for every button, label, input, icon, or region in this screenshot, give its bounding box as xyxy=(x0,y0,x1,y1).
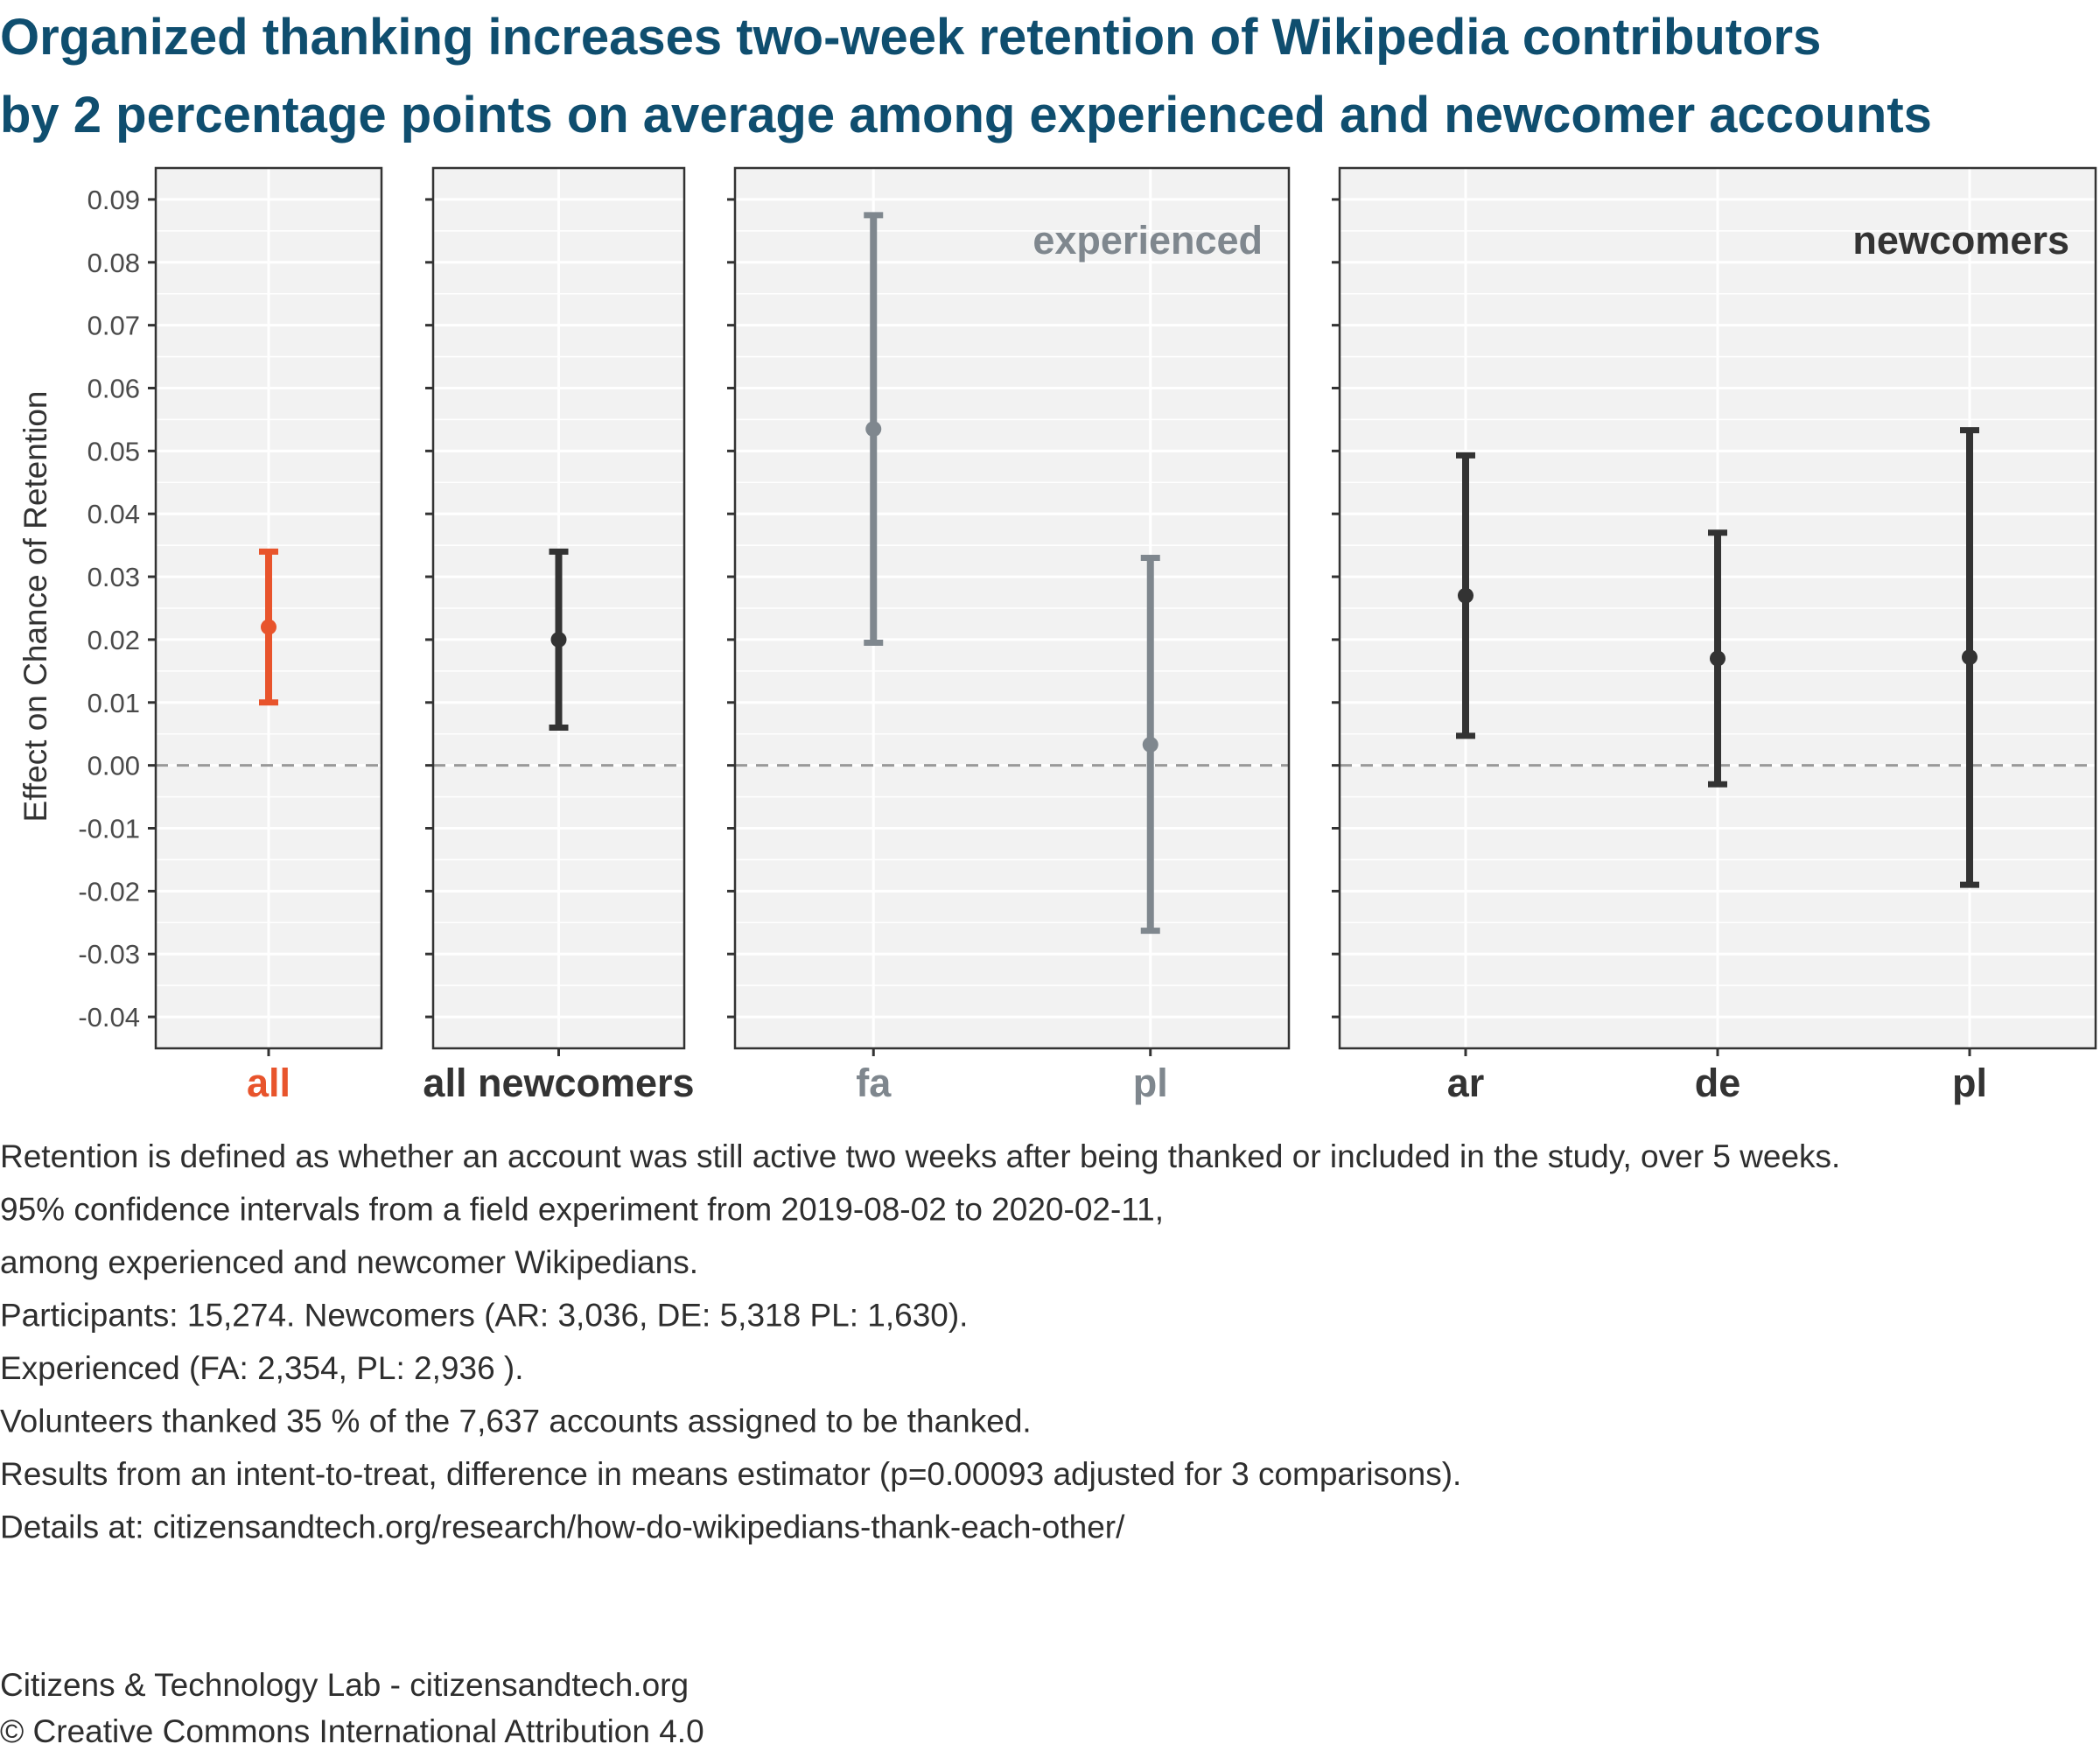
y-tick-label: 0.08 xyxy=(88,248,140,278)
x-category-label: ar xyxy=(1447,1061,1485,1105)
caption-line: Experienced (FA: 2,354, PL: 2,936 ). xyxy=(0,1350,524,1386)
x-category-label: de xyxy=(1695,1061,1741,1105)
errorbar-fa xyxy=(864,212,884,647)
panel-border xyxy=(1338,166,2097,1050)
footer-line: Citizens & Technology Lab - citizensandt… xyxy=(0,1667,689,1703)
panel-label: newcomers xyxy=(1852,218,2069,263)
chart-caption: Retention is defined as whether an accou… xyxy=(0,1138,1840,1545)
y-tick-label: -0.03 xyxy=(78,939,140,970)
caption-line: among experienced and newcomer Wikipedia… xyxy=(0,1244,698,1280)
panel: all newcomers xyxy=(423,166,695,1105)
y-tick-label: -0.02 xyxy=(78,876,140,907)
panel: newcomers ar de pl xyxy=(1332,166,2097,1105)
y-tick-label: 0.05 xyxy=(88,436,140,466)
x-category-label: pl xyxy=(1133,1061,1168,1105)
title-line: Organized thanking increases two-week re… xyxy=(0,9,1821,66)
x-category-label: fa xyxy=(856,1061,892,1105)
caption-line: 95% confidence intervals from a field ex… xyxy=(0,1192,1164,1228)
y-axis-label: Effect on Chance of Retention xyxy=(18,391,53,823)
y-tick-label: -0.01 xyxy=(78,814,140,844)
y-tick-label: 0.03 xyxy=(88,562,140,592)
caption-line: Results from an intent-to-treat, differe… xyxy=(0,1456,1461,1492)
estimate-point xyxy=(1710,650,1726,667)
x-category-label: all xyxy=(247,1061,290,1105)
panel-label: experienced xyxy=(1032,218,1263,263)
caption-line: Details at: citizensandtech.org/research… xyxy=(0,1509,1125,1545)
caption-line: Retention is defined as whether an accou… xyxy=(0,1138,1840,1174)
errorbar-pl xyxy=(1140,555,1160,935)
panel: experienced fa pl xyxy=(727,166,1291,1105)
estimate-point xyxy=(1962,649,1978,666)
x-category-label: all newcomers xyxy=(423,1061,694,1105)
panel: all xyxy=(148,166,383,1105)
estimate-point xyxy=(261,619,276,635)
footer-line: © Creative Commons International Attribu… xyxy=(0,1713,704,1749)
y-tick-label: 0.09 xyxy=(88,185,140,215)
errorbar-pl xyxy=(1960,427,1979,888)
chart-title: Organized thanking increases two-week re… xyxy=(0,9,1932,144)
y-tick-label: 0.04 xyxy=(88,499,140,529)
panel-border xyxy=(733,166,1291,1050)
panel-border xyxy=(431,166,686,1050)
errorbar-all xyxy=(259,548,278,706)
errorbar-all-newcomers xyxy=(549,548,569,732)
y-tick-label: 0.07 xyxy=(88,311,140,341)
y-tick-label: 0.02 xyxy=(88,625,140,655)
caption-line: Participants: 15,274. Newcomers (AR: 3,0… xyxy=(0,1298,968,1334)
y-tick-label: 0.00 xyxy=(88,751,140,781)
panel-border xyxy=(154,166,383,1050)
caption-line: Volunteers thanked 35 % of the 7,637 acc… xyxy=(0,1404,1032,1439)
estimate-point xyxy=(865,421,882,438)
y-tick-label: 0.06 xyxy=(88,374,140,404)
estimate-point xyxy=(1142,736,1158,753)
y-axis: -0.04 -0.03 -0.02 -0.01 0.00 0.01 0.02 0.03 0.04… xyxy=(18,185,140,1033)
errorbar-de xyxy=(1708,529,1727,788)
estimate-point xyxy=(550,631,567,648)
estimate-point xyxy=(1458,587,1474,604)
chart-footer: Citizens & Technology Lab - citizensandt… xyxy=(0,1667,704,1749)
title-line: by 2 percentage points on average among … xyxy=(0,87,1932,144)
y-tick-label: -0.04 xyxy=(78,1002,140,1033)
y-tick-label: 0.01 xyxy=(88,688,140,718)
errorbar-ar xyxy=(1456,452,1475,739)
x-category-label: pl xyxy=(1952,1061,1987,1105)
